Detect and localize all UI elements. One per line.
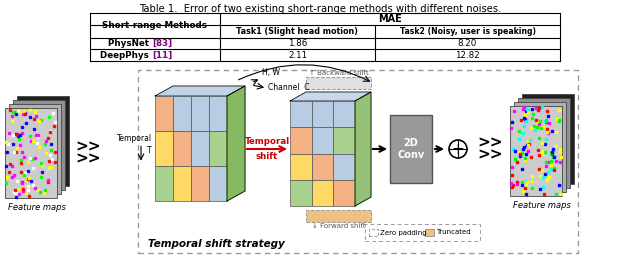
Bar — [173, 96, 191, 131]
Text: Table 1.  Error of two existing short-range methods with different noises.: Table 1. Error of two existing short-ran… — [139, 4, 501, 14]
Bar — [17, 96, 69, 186]
Text: 1.86: 1.86 — [288, 39, 307, 48]
Bar — [306, 77, 371, 89]
Text: Task1 (Slight head motion): Task1 (Slight head motion) — [237, 27, 358, 36]
Text: H, W: H, W — [262, 68, 280, 77]
Text: +: + — [452, 141, 465, 157]
Bar — [290, 127, 312, 153]
Bar — [173, 166, 191, 201]
Bar — [390, 115, 432, 183]
Bar — [191, 131, 209, 166]
Bar — [306, 210, 371, 222]
Bar — [333, 180, 355, 206]
Bar — [510, 106, 562, 196]
Bar — [138, 70, 578, 253]
Bar — [5, 108, 57, 198]
Text: MAE: MAE — [378, 14, 402, 24]
Text: >>
>>: >> >> — [477, 135, 503, 163]
Bar — [155, 131, 173, 166]
Bar — [333, 153, 355, 180]
Bar — [522, 94, 574, 184]
Bar — [13, 100, 65, 190]
Circle shape — [449, 140, 467, 158]
Bar — [290, 153, 312, 180]
Bar — [290, 101, 312, 127]
Bar — [312, 180, 333, 206]
Bar — [191, 96, 209, 131]
Polygon shape — [155, 86, 245, 96]
Text: ↓ Forward shift: ↓ Forward shift — [312, 223, 365, 229]
Bar — [209, 166, 227, 201]
Bar — [369, 229, 378, 236]
Text: [11]: [11] — [152, 51, 172, 60]
Text: PhysNet: PhysNet — [108, 39, 152, 48]
Bar — [191, 166, 209, 201]
Text: Task2 (Noisy, user is speaking): Task2 (Noisy, user is speaking) — [399, 27, 536, 36]
Text: Zero padding: Zero padding — [380, 229, 427, 235]
Bar — [173, 131, 191, 166]
Text: >>
>>: >> >> — [76, 139, 100, 167]
Bar — [9, 104, 61, 194]
Text: 12.82: 12.82 — [455, 51, 480, 60]
Bar — [155, 96, 173, 131]
Bar — [333, 101, 355, 127]
Text: Feature maps: Feature maps — [513, 201, 571, 210]
Text: 2D
Conv: 2D Conv — [397, 138, 424, 160]
Text: Temporal: Temporal — [244, 137, 289, 146]
Text: T: T — [147, 146, 152, 155]
Bar — [425, 229, 434, 236]
Text: 8.20: 8.20 — [458, 39, 477, 48]
Text: ↑ Backward shift: ↑ Backward shift — [308, 70, 369, 76]
Text: Truncated: Truncated — [436, 229, 470, 235]
Bar — [514, 102, 566, 192]
Bar — [155, 166, 173, 201]
Text: DeepPhys: DeepPhys — [100, 51, 152, 60]
Bar — [312, 101, 333, 127]
Text: Feature maps: Feature maps — [8, 203, 66, 212]
Bar — [365, 224, 480, 241]
Text: Short-range Methods: Short-range Methods — [102, 21, 207, 30]
Bar — [209, 131, 227, 166]
Text: 2.11: 2.11 — [288, 51, 307, 60]
Bar — [312, 127, 333, 153]
Polygon shape — [290, 92, 371, 101]
Bar — [518, 98, 570, 188]
Bar — [312, 153, 333, 180]
Text: Channel  C: Channel C — [268, 84, 310, 92]
Text: Temporal shift strategy: Temporal shift strategy — [148, 239, 285, 249]
Bar — [209, 96, 227, 131]
Bar — [290, 180, 312, 206]
Polygon shape — [355, 92, 371, 206]
Text: Temporal: Temporal — [117, 134, 152, 143]
Bar — [333, 127, 355, 153]
Polygon shape — [227, 86, 245, 201]
Text: shift: shift — [256, 152, 278, 161]
Text: [83]: [83] — [152, 39, 172, 48]
